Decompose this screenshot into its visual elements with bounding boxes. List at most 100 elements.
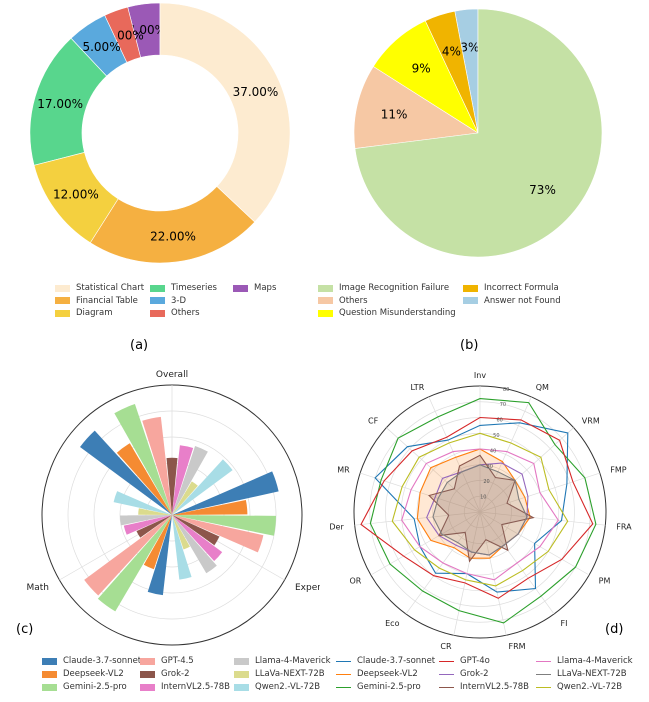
legend-label: Grok-2 [161, 669, 190, 679]
legend-item-deepseek-vl2: Deepseek-VL2 [336, 669, 418, 679]
axis-label-frm: FRM [508, 642, 525, 650]
panel-label-d: (d) [605, 622, 624, 637]
slice-label-maps: 4.00% [128, 23, 166, 37]
legend-item-incorrect-formula: Incorrect Formula [463, 283, 559, 293]
legend-label: Maps [254, 283, 277, 293]
axis-label-eco: Eco [385, 619, 399, 628]
bar-llava-next-72b-math [138, 508, 172, 515]
series-line-gpt-4o [360, 416, 594, 599]
bar-internvl2-5-78b-overall [172, 445, 194, 515]
bar-gpt-4-5-expertise [172, 515, 264, 553]
legend-label: Llama-4-Maverick [557, 656, 633, 666]
legend-label: Timeseries [171, 283, 217, 293]
bar-llama-4-maverick-math [120, 515, 172, 526]
legend-swatch [439, 686, 454, 688]
legend-label: Claude-3.7-sonnet [357, 656, 436, 666]
slice-label-incorrect-formula: 4% [442, 44, 461, 58]
legend-label: GPT-4.5 [161, 656, 194, 666]
legend-label: Statistical Chart [76, 283, 145, 293]
legend-label: Question Misunderstanding [339, 308, 456, 318]
legend-item-image-recognition-failure: Image Recognition Failure [318, 283, 449, 293]
legend-swatch [336, 673, 351, 675]
slice-label-image-recognition-failure: 73% [529, 183, 556, 197]
legend-label: Image Recognition Failure [339, 283, 450, 293]
bar-gpt-4-5-overall [142, 416, 172, 515]
legend-swatch [318, 309, 333, 317]
bar-gpt-4-5-math [84, 515, 172, 596]
legend-swatch [536, 686, 551, 688]
bar-llama-4-maverick-overall [172, 445, 208, 515]
bar-deepseek-vl2-math [143, 515, 172, 570]
legend-item-qwen2-vl-72b: Qwen2.-VL-72B [536, 682, 622, 692]
bar-llava-next-72b-expertise [172, 515, 190, 550]
axis-label-inv: Inv [474, 371, 486, 380]
slice-image-recognition-failure [354, 8, 603, 258]
slice-label-diagram: 12.00% [53, 187, 99, 201]
radar-chart-d: 10 20 30 40 50 60 70 80 Inv QM VRM FMP FRA PM FI FRM CR E… [329, 371, 632, 650]
bar-llama-4-maverick-expertise [172, 515, 217, 574]
radial-tick-label: 10 [480, 495, 486, 501]
legend-label: Deepseek-VL2 [63, 669, 124, 679]
axis-label-der: Der [329, 522, 344, 531]
axis-label-fmp: FMP [610, 466, 627, 475]
legend-b: Image Recognition Failure Others Question … [318, 283, 618, 323]
bar-deepseek-vl2-overall [116, 443, 172, 515]
legend-item-claude-3-7-sonnet: Claude-3.7-sonnet [336, 656, 435, 666]
axis-label-cf: CF [368, 416, 379, 425]
legend-swatch [234, 670, 249, 678]
legend-item-diagram: Diagram [55, 308, 113, 318]
slice-label-answer-not-found: 3% [460, 41, 479, 55]
radial-tick-label: 60 [496, 418, 502, 424]
slice-statistical-chart [159, 2, 291, 223]
legend-swatch [336, 660, 351, 662]
bar-gemini-2-5-pro-math [97, 515, 172, 612]
bar-grok-2-math [136, 515, 172, 538]
slice-others [353, 66, 479, 149]
legend-item-timeseries: Timeseries [150, 283, 217, 293]
legend-label: Others [171, 308, 200, 318]
legend-swatch [463, 297, 478, 304]
slice-label-question-misunderstanding: 9% [412, 62, 431, 76]
legend-label: LLaVa-NEXT-72B [557, 669, 627, 679]
legend-swatch [55, 284, 70, 292]
legend-label: Llama-4-Maverick [255, 656, 331, 666]
legend-label: Grok-2 [460, 669, 489, 679]
bar-internvl2-5-78b-math [123, 515, 172, 535]
slice-label-statistical-chart: 37.00% [233, 85, 279, 99]
legend-item-gemini-2-5-pro: Gemini-2.5-pro [42, 682, 127, 692]
pie-chart-b: 3%4% 9% 11% 73% [353, 8, 603, 258]
legend-swatch [42, 683, 57, 691]
grid-spoke [370, 511, 481, 576]
legend-label: LLaVa-NEXT-72B [255, 669, 325, 679]
panel-label-a: (a) [130, 338, 149, 353]
legend-item-llava-next-72b: LLaVa-NEXT-72B [536, 669, 627, 679]
legend-swatch [42, 670, 57, 678]
legend-item-llama-4-maverick: Llama-4-Maverick [536, 656, 633, 666]
slice-label-timeseries: 17.00% [37, 97, 83, 111]
legend-item-llama-4-maverick: Llama-4-Maverick [234, 656, 331, 666]
donut-chart-a: 4.00%3.00%5.00%17.00%12.00%22.00%37.00% [29, 2, 291, 264]
legend-a: Statistical Chart Financial Table Diagram T… [55, 283, 315, 323]
legend-item-gemini-2-5-pro: Gemini-2.5-pro [336, 682, 421, 692]
polar-bar-chart-c: Overall Expertise Math [27, 370, 320, 646]
axis-label-fra: FRA [616, 522, 632, 531]
legend-label: Financial Table [76, 295, 138, 306]
bar-gemini-2-5-pro-overall [114, 404, 172, 515]
legend-swatch [536, 673, 551, 675]
slice-label-3-d: 5.00% [82, 40, 120, 54]
legend-swatch [150, 297, 165, 304]
legend-swatch [234, 683, 249, 691]
bar-qwen2-vl-72b-overall [172, 459, 233, 515]
legend-swatch [140, 657, 155, 665]
legend-swatch [318, 284, 333, 292]
category-label-overall: Overall [156, 370, 188, 380]
grid-spoke [479, 396, 532, 513]
legend-swatch [234, 657, 249, 665]
legend-label: Qwen2.-VL-72B [255, 682, 321, 692]
legend-label: Others [339, 295, 368, 306]
bar-claude-3-7-sonnet-overall [80, 430, 172, 515]
category-label-math: Math [27, 583, 50, 593]
radial-tick-label: 20 [483, 479, 489, 485]
legend-swatch [55, 297, 70, 304]
